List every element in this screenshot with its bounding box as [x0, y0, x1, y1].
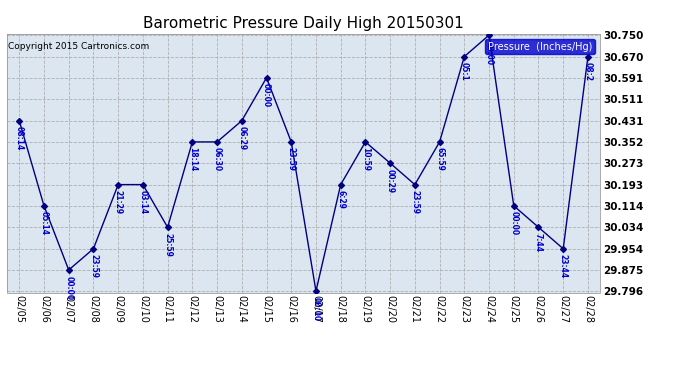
Text: 23:59: 23:59 [89, 254, 98, 278]
Text: 23:59: 23:59 [287, 147, 296, 171]
Text: 21:29: 21:29 [114, 190, 123, 214]
Text: 05:1: 05:1 [460, 62, 469, 81]
Text: 7:44: 7:44 [534, 233, 543, 252]
Legend: Pressure  (Inches/Hg): Pressure (Inches/Hg) [485, 39, 595, 54]
Text: 03:14: 03:14 [139, 190, 148, 214]
Text: 18:14: 18:14 [188, 147, 197, 172]
Text: 65:59: 65:59 [435, 147, 444, 171]
Text: 6:29: 6:29 [336, 190, 345, 209]
Text: 06:30: 06:30 [213, 147, 221, 172]
Text: 00:00: 00:00 [484, 40, 493, 65]
Text: 00:00: 00:00 [262, 83, 271, 108]
Title: Barometric Pressure Daily High 20150301: Barometric Pressure Daily High 20150301 [144, 16, 464, 31]
Text: 00:29: 00:29 [386, 169, 395, 193]
Text: 00:00: 00:00 [509, 211, 518, 236]
Text: 08:14: 08:14 [14, 126, 23, 150]
Text: 25:59: 25:59 [163, 233, 172, 257]
Text: 08:2: 08:2 [584, 62, 593, 81]
Text: Copyright 2015 Cartronics.com: Copyright 2015 Cartronics.com [8, 42, 149, 51]
Text: 23:59: 23:59 [411, 190, 420, 214]
Text: 00:00: 00:00 [64, 276, 73, 300]
Text: 00:00: 00:00 [311, 297, 320, 321]
Text: 06:29: 06:29 [237, 126, 246, 150]
Text: 05:14: 05:14 [39, 211, 48, 236]
Text: 23:44: 23:44 [559, 254, 568, 278]
Text: 10:59: 10:59 [361, 147, 370, 171]
